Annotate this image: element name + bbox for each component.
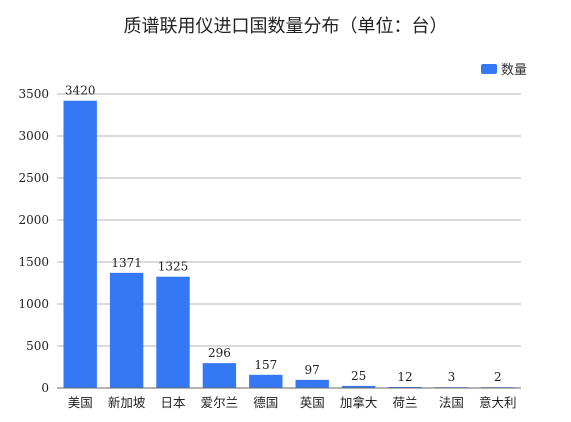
data-label: 1325 <box>158 260 189 274</box>
y-tick-label: 2500 <box>18 171 49 185</box>
x-tick-label: 日本 <box>160 395 186 410</box>
y-tick-label: 0 <box>41 381 49 395</box>
bar <box>249 374 283 388</box>
x-axis-ticks: 美国 新加坡 日本 爱尔兰 德国 英国 加拿大 荷兰 法国 意大利 <box>68 395 517 410</box>
chart-title: 质谱联用仪进口国数量分布（单位：台） <box>124 16 448 37</box>
data-labels: 3420 1371 1325 296 157 97 25 12 3 2 <box>65 84 502 384</box>
bar <box>295 379 329 388</box>
bar <box>156 276 190 388</box>
y-tick-label: 1000 <box>18 297 49 311</box>
data-label: 12 <box>397 370 412 384</box>
y-tick-label: 1500 <box>18 255 49 269</box>
x-tick-label: 德国 <box>253 395 278 410</box>
bar <box>341 385 376 388</box>
bar <box>388 386 422 388</box>
x-tick-label: 新加坡 <box>108 395 146 410</box>
y-tick-label: 500 <box>26 339 49 353</box>
data-label: 97 <box>305 363 320 377</box>
bar <box>109 272 144 388</box>
x-tick-label: 美国 <box>68 395 93 410</box>
y-tick-label: 2000 <box>18 213 49 227</box>
data-label: 2 <box>494 370 502 384</box>
y-tick-label: 3500 <box>18 87 49 101</box>
data-label: 25 <box>351 369 366 383</box>
data-label: 1371 <box>111 256 142 270</box>
y-tick-label: 3000 <box>18 129 49 143</box>
y-axis-ticks: 0 500 1000 1500 2000 2500 3000 3500 <box>18 87 49 395</box>
x-tick-label: 爱尔兰 <box>201 395 239 410</box>
x-tick-label: 荷兰 <box>392 395 417 410</box>
legend-label: 数量 <box>501 63 527 78</box>
bar <box>202 363 237 388</box>
legend: 数量 <box>481 63 527 78</box>
bar <box>63 100 97 388</box>
data-label: 157 <box>254 358 277 372</box>
bars <box>63 100 515 388</box>
legend-swatch <box>481 64 497 74</box>
x-tick-label: 加拿大 <box>340 395 378 410</box>
data-label: 3420 <box>65 84 96 98</box>
x-tick-label: 意大利 <box>479 395 517 410</box>
x-tick-label: 英国 <box>300 395 325 410</box>
data-label: 3 <box>448 370 456 384</box>
data-label: 296 <box>208 346 231 360</box>
x-tick-label: 法国 <box>439 395 464 410</box>
